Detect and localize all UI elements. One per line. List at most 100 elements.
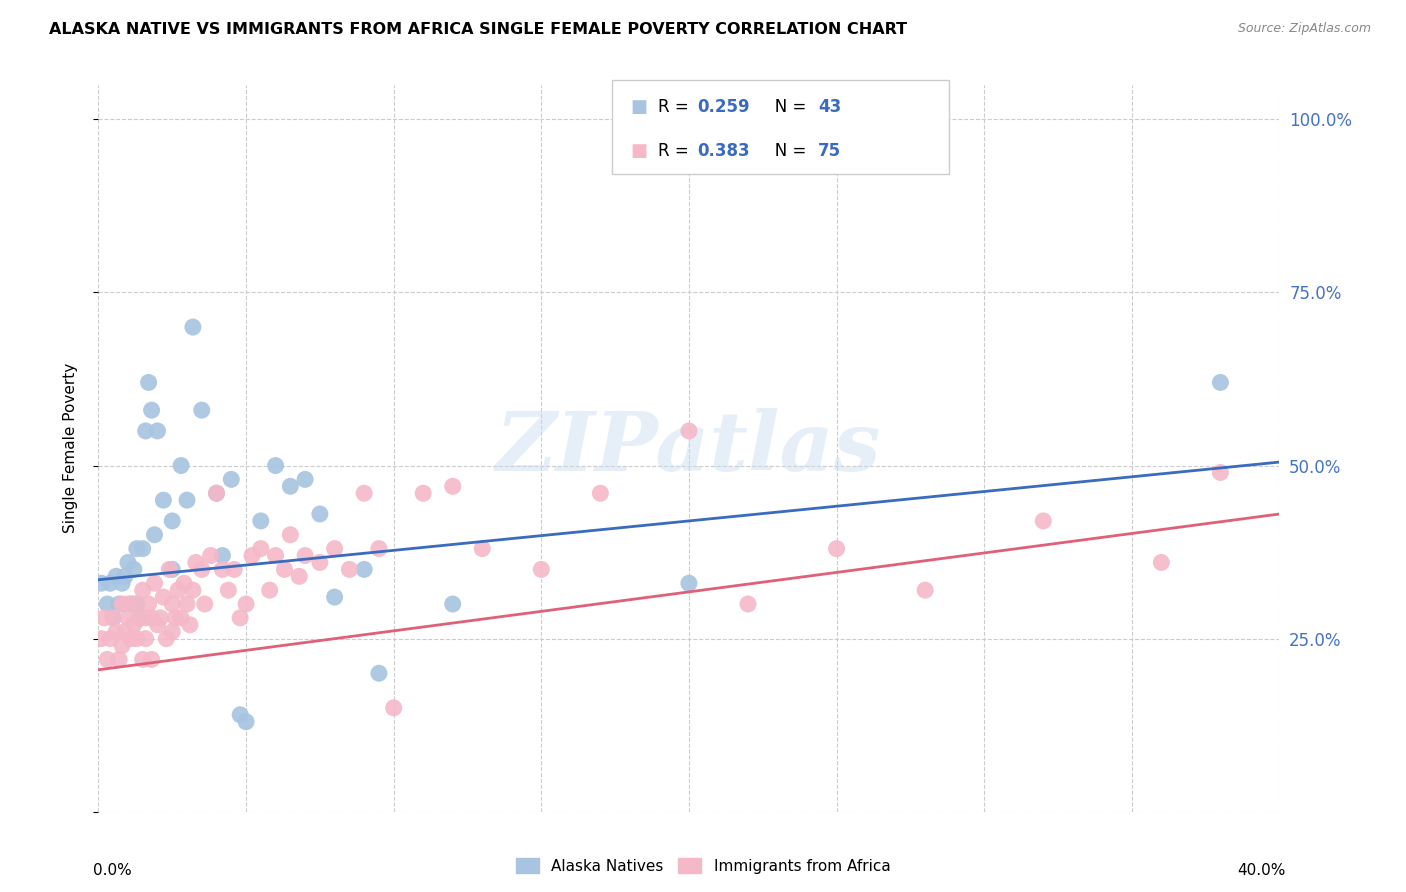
- Point: [170, 611, 193, 625]
- Point: [191, 562, 214, 576]
- Point: [240, 549, 263, 563]
- Point: [93, 611, 115, 625]
- Point: [678, 576, 700, 591]
- Point: [96, 597, 118, 611]
- Point: [141, 652, 163, 666]
- Point: [135, 632, 157, 646]
- Point: [264, 458, 287, 473]
- Text: 75: 75: [818, 142, 841, 160]
- Point: [250, 541, 273, 556]
- Point: [108, 652, 131, 666]
- Point: [294, 549, 316, 563]
- Point: [125, 541, 148, 556]
- Point: [368, 666, 391, 681]
- Point: [152, 590, 174, 604]
- Point: [146, 424, 169, 438]
- Point: [117, 611, 139, 625]
- Point: [98, 576, 121, 591]
- Point: [143, 528, 166, 542]
- Point: [114, 569, 136, 583]
- Point: [914, 583, 936, 598]
- Point: [181, 320, 204, 334]
- Point: [229, 611, 252, 625]
- Point: [259, 583, 281, 598]
- Point: [105, 624, 128, 639]
- Point: [205, 486, 228, 500]
- Point: [323, 590, 346, 604]
- Point: [471, 541, 494, 556]
- Point: [132, 541, 155, 556]
- Point: [114, 624, 136, 639]
- Point: [120, 632, 142, 646]
- Point: [530, 562, 553, 576]
- Text: 43: 43: [818, 97, 842, 115]
- Point: [323, 541, 346, 556]
- Point: [382, 701, 405, 715]
- Point: [138, 597, 160, 611]
- Point: [146, 617, 169, 632]
- Point: [194, 597, 217, 611]
- Point: [128, 611, 150, 625]
- Point: [155, 632, 177, 646]
- Point: [132, 583, 155, 598]
- Point: [111, 639, 134, 653]
- Point: [117, 556, 139, 570]
- Point: [825, 541, 848, 556]
- Text: 0.383: 0.383: [697, 142, 749, 160]
- Point: [111, 576, 134, 591]
- Point: [165, 611, 187, 625]
- Point: [441, 597, 464, 611]
- Point: [167, 583, 190, 598]
- Point: [211, 562, 233, 576]
- Point: [135, 611, 157, 625]
- Point: [235, 714, 257, 729]
- Point: [678, 424, 700, 438]
- Point: [1209, 466, 1232, 480]
- Point: [211, 549, 233, 563]
- Point: [108, 597, 131, 611]
- Point: [122, 617, 145, 632]
- Point: [128, 611, 150, 625]
- Point: [138, 376, 160, 390]
- Point: [288, 569, 311, 583]
- Point: [224, 562, 246, 576]
- Point: [90, 632, 112, 646]
- Point: [1032, 514, 1054, 528]
- Point: [441, 479, 464, 493]
- Point: [589, 486, 612, 500]
- Point: [170, 458, 193, 473]
- Point: [149, 611, 172, 625]
- Point: [184, 556, 207, 570]
- Legend: Alaska Natives, Immigrants from Africa: Alaska Natives, Immigrants from Africa: [509, 852, 897, 880]
- Point: [191, 403, 214, 417]
- Text: 0.259: 0.259: [697, 97, 749, 115]
- Point: [105, 569, 128, 583]
- Point: [412, 486, 434, 500]
- Point: [280, 479, 302, 493]
- Point: [737, 597, 759, 611]
- Point: [122, 562, 145, 576]
- Point: [235, 597, 257, 611]
- Text: R =: R =: [658, 97, 695, 115]
- Point: [98, 632, 121, 646]
- Point: [353, 486, 375, 500]
- Text: ■: ■: [630, 142, 647, 160]
- Point: [181, 583, 204, 598]
- Point: [179, 617, 201, 632]
- Point: [103, 611, 125, 625]
- Point: [111, 597, 134, 611]
- Point: [309, 507, 332, 521]
- Point: [217, 583, 239, 598]
- Point: [120, 597, 142, 611]
- Point: [173, 576, 195, 591]
- Point: [141, 403, 163, 417]
- Point: [250, 514, 273, 528]
- Point: [125, 597, 148, 611]
- Point: [176, 597, 198, 611]
- Y-axis label: Single Female Poverty: Single Female Poverty: [63, 363, 77, 533]
- Point: [132, 652, 155, 666]
- Point: [162, 624, 183, 639]
- Point: [205, 486, 228, 500]
- Point: [1150, 556, 1173, 570]
- Point: [117, 597, 139, 611]
